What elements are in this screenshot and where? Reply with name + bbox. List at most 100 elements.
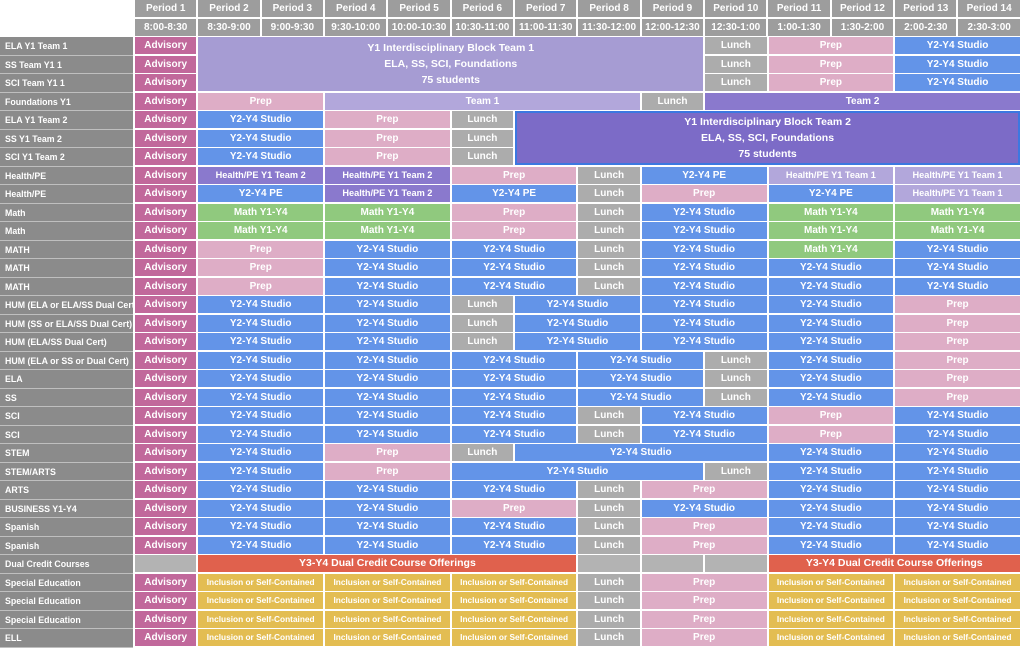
inclusion-cell[interactable]: Inclusion or Self-Contained	[325, 592, 450, 609]
prep-cell[interactable]: Prep	[641, 518, 767, 535]
prep-cell[interactable]: Prep	[641, 185, 767, 202]
time-header-cell[interactable]: 8:00-8:30	[135, 18, 197, 36]
period-header-cell[interactable]: Period 4	[325, 0, 387, 17]
period-header-cell[interactable]: Period 2	[198, 0, 260, 17]
lunch-cell[interactable]: Lunch	[578, 240, 640, 258]
row-label[interactable]: Foundations Y1	[0, 92, 133, 111]
time-header-cell[interactable]: 10:30-11:00	[451, 18, 514, 36]
studio-cell[interactable]: Y2-Y4 Studio	[768, 462, 894, 480]
studio-cell[interactable]: Y2-Y4 Studio	[768, 351, 894, 369]
studio-cell[interactable]: Y2-Y4 Studio	[768, 296, 894, 313]
row-label[interactable]: Health/PE	[0, 166, 133, 185]
studio-cell[interactable]: Y2-Y4 Studio	[451, 370, 577, 387]
dual-credit-banner[interactable]: Y3-Y4 Dual Credit Course Offerings	[768, 555, 1020, 572]
y1-interdisciplinary-block-team1[interactable]: Y1 Interdisciplinary Block Team 1 ELA, S…	[198, 37, 704, 92]
studio-cell[interactable]: Y2-Y4 Studio	[768, 499, 894, 517]
time-header-cell[interactable]: 10:00-10:30	[388, 18, 450, 36]
lunch-cell[interactable]: Lunch	[578, 166, 640, 184]
advisory-cell[interactable]: Advisory	[135, 499, 197, 517]
studio-cell[interactable]: Y2-Y4 Studio	[198, 333, 324, 350]
studio-cell[interactable]: Y2-Y4 Studio	[578, 388, 704, 406]
prep-cell[interactable]: Prep	[641, 592, 767, 609]
advisory-cell[interactable]: Advisory	[135, 610, 197, 628]
period-header-cell[interactable]: Period 8	[578, 0, 640, 17]
studio-cell[interactable]: Y2-Y4 Studio	[515, 314, 640, 332]
lunch-cell[interactable]: Lunch	[705, 55, 767, 73]
prep-cell[interactable]: Prep	[768, 74, 894, 91]
advisory-cell[interactable]: Advisory	[135, 462, 197, 480]
studio-cell[interactable]: Y2-Y4 Studio	[768, 536, 894, 554]
advisory-cell[interactable]: Advisory	[135, 536, 197, 554]
studio-cell[interactable]: Y2-Y4 Studio	[641, 203, 767, 221]
row-label[interactable]: ELA Y1 Team 1	[0, 37, 133, 56]
row-label[interactable]: ARTS	[0, 481, 133, 500]
time-header-cell[interactable]: 8:30-9:00	[198, 18, 260, 36]
studio-cell[interactable]: Y2-Y4 Studio	[325, 296, 450, 313]
prep-cell[interactable]: Prep	[451, 166, 577, 184]
y1-interdisciplinary-block-team2[interactable]: Y1 Interdisciplinary Block Team 2 ELA, S…	[515, 111, 1020, 166]
studio-cell[interactable]: Y2-Y4 Studio	[451, 388, 577, 406]
inclusion-cell[interactable]: Inclusion or Self-Contained	[451, 573, 577, 591]
studio-cell[interactable]: Y2-Y4 Studio	[325, 518, 450, 535]
prep-cell[interactable]: Prep	[198, 259, 324, 276]
inclusion-cell[interactable]: Inclusion or Self-Contained	[895, 592, 1020, 609]
row-label[interactable]: Math	[0, 222, 133, 241]
lunch-cell[interactable]: Lunch	[578, 610, 640, 628]
lunch-cell[interactable]: Lunch	[705, 370, 767, 387]
studio-cell[interactable]: Y2-Y4 Studio	[515, 296, 640, 313]
math-cell[interactable]: Math Y1-Y4	[768, 203, 894, 221]
studio-cell[interactable]: Y2-Y4 Studio	[198, 499, 324, 517]
inclusion-cell[interactable]: Inclusion or Self-Contained	[768, 610, 894, 628]
advisory-cell[interactable]: Advisory	[135, 425, 197, 443]
studio-cell[interactable]: Y2-Y4 Studio	[578, 351, 704, 369]
math-cell[interactable]: Math Y1-Y4	[198, 222, 324, 239]
row-label[interactable]: BUSINESS Y1-Y4	[0, 499, 133, 518]
studio-cell[interactable]: Y2-Y4 Studio	[198, 425, 324, 443]
advisory-cell[interactable]: Advisory	[135, 37, 197, 54]
prep-cell[interactable]: Prep	[768, 37, 894, 54]
studio-cell[interactable]: Y2-Y4 Studio	[198, 111, 324, 128]
studio-cell[interactable]: Y2-Y4 Studio	[641, 259, 767, 276]
healthpe-team2-cell[interactable]: Health/PE Y1 Team 2	[198, 166, 324, 184]
studio-cell[interactable]: Y2-Y4 Studio	[895, 536, 1020, 554]
studio-cell[interactable]: Y2-Y4 Studio	[325, 407, 450, 424]
row-label[interactable]: ELA Y1 Team 2	[0, 111, 133, 130]
lunch-cell[interactable]: Lunch	[705, 388, 767, 406]
studio-cell[interactable]: Y2-Y4 Studio	[198, 296, 324, 313]
row-label[interactable]: SCI	[0, 425, 133, 444]
studio-cell[interactable]: Y2-Y4 Studio	[325, 314, 450, 332]
period-header-cell[interactable]: Period 5	[388, 0, 450, 17]
studio-cell[interactable]: Y2-Y4 Studio	[325, 370, 450, 387]
inclusion-cell[interactable]: Inclusion or Self-Contained	[895, 610, 1020, 628]
studio-cell[interactable]: Y2-Y4 Studio	[198, 462, 324, 480]
prep-cell[interactable]: Prep	[768, 55, 894, 73]
studio-cell[interactable]: Y2-Y4 Studio	[451, 240, 577, 258]
row-label[interactable]: Health/PE	[0, 185, 133, 204]
studio-cell[interactable]: Y2-Y4 Studio	[768, 444, 894, 461]
inclusion-cell[interactable]: Inclusion or Self-Contained	[198, 610, 324, 628]
studio-cell[interactable]: Y2-Y4 Studio	[641, 499, 767, 517]
studio-cell[interactable]: Y2-Y4 Studio	[198, 129, 324, 147]
prep-cell[interactable]: Prep	[641, 610, 767, 628]
row-label[interactable]: HUM (ELA or ELA/SS Dual Cert)	[0, 296, 133, 315]
studio-cell[interactable]: Y2-Y4 Studio	[895, 259, 1020, 276]
inclusion-cell[interactable]: Inclusion or Self-Contained	[768, 592, 894, 609]
advisory-cell[interactable]: Advisory	[135, 296, 197, 313]
advisory-cell[interactable]: Advisory	[135, 351, 197, 369]
empty-cell[interactable]	[578, 555, 640, 572]
prep-cell[interactable]: Prep	[451, 499, 577, 517]
studio-cell[interactable]: Y2-Y4 Studio	[768, 277, 894, 295]
inclusion-cell[interactable]: Inclusion or Self-Contained	[198, 629, 324, 646]
healthpe-team2-cell[interactable]: Health/PE Y1 Team 2	[325, 166, 450, 184]
lunch-cell[interactable]: Lunch	[578, 592, 640, 609]
prep-cell[interactable]: Prep	[325, 148, 450, 165]
studio-cell[interactable]: Y2-Y4 Studio	[198, 388, 324, 406]
lunch-cell[interactable]: Lunch	[578, 277, 640, 295]
advisory-cell[interactable]: Advisory	[135, 314, 197, 332]
row-label[interactable]: Spanish	[0, 536, 133, 555]
studio-cell[interactable]: Y2-Y4 Studio	[198, 444, 324, 461]
studio-cell[interactable]: Y2-Y4 Studio	[198, 314, 324, 332]
row-label[interactable]: HUM (SS or ELA/SS Dual Cert)	[0, 314, 133, 333]
advisory-cell[interactable]: Advisory	[135, 407, 197, 424]
studio-cell[interactable]: Y2-Y4 Studio	[895, 55, 1020, 73]
